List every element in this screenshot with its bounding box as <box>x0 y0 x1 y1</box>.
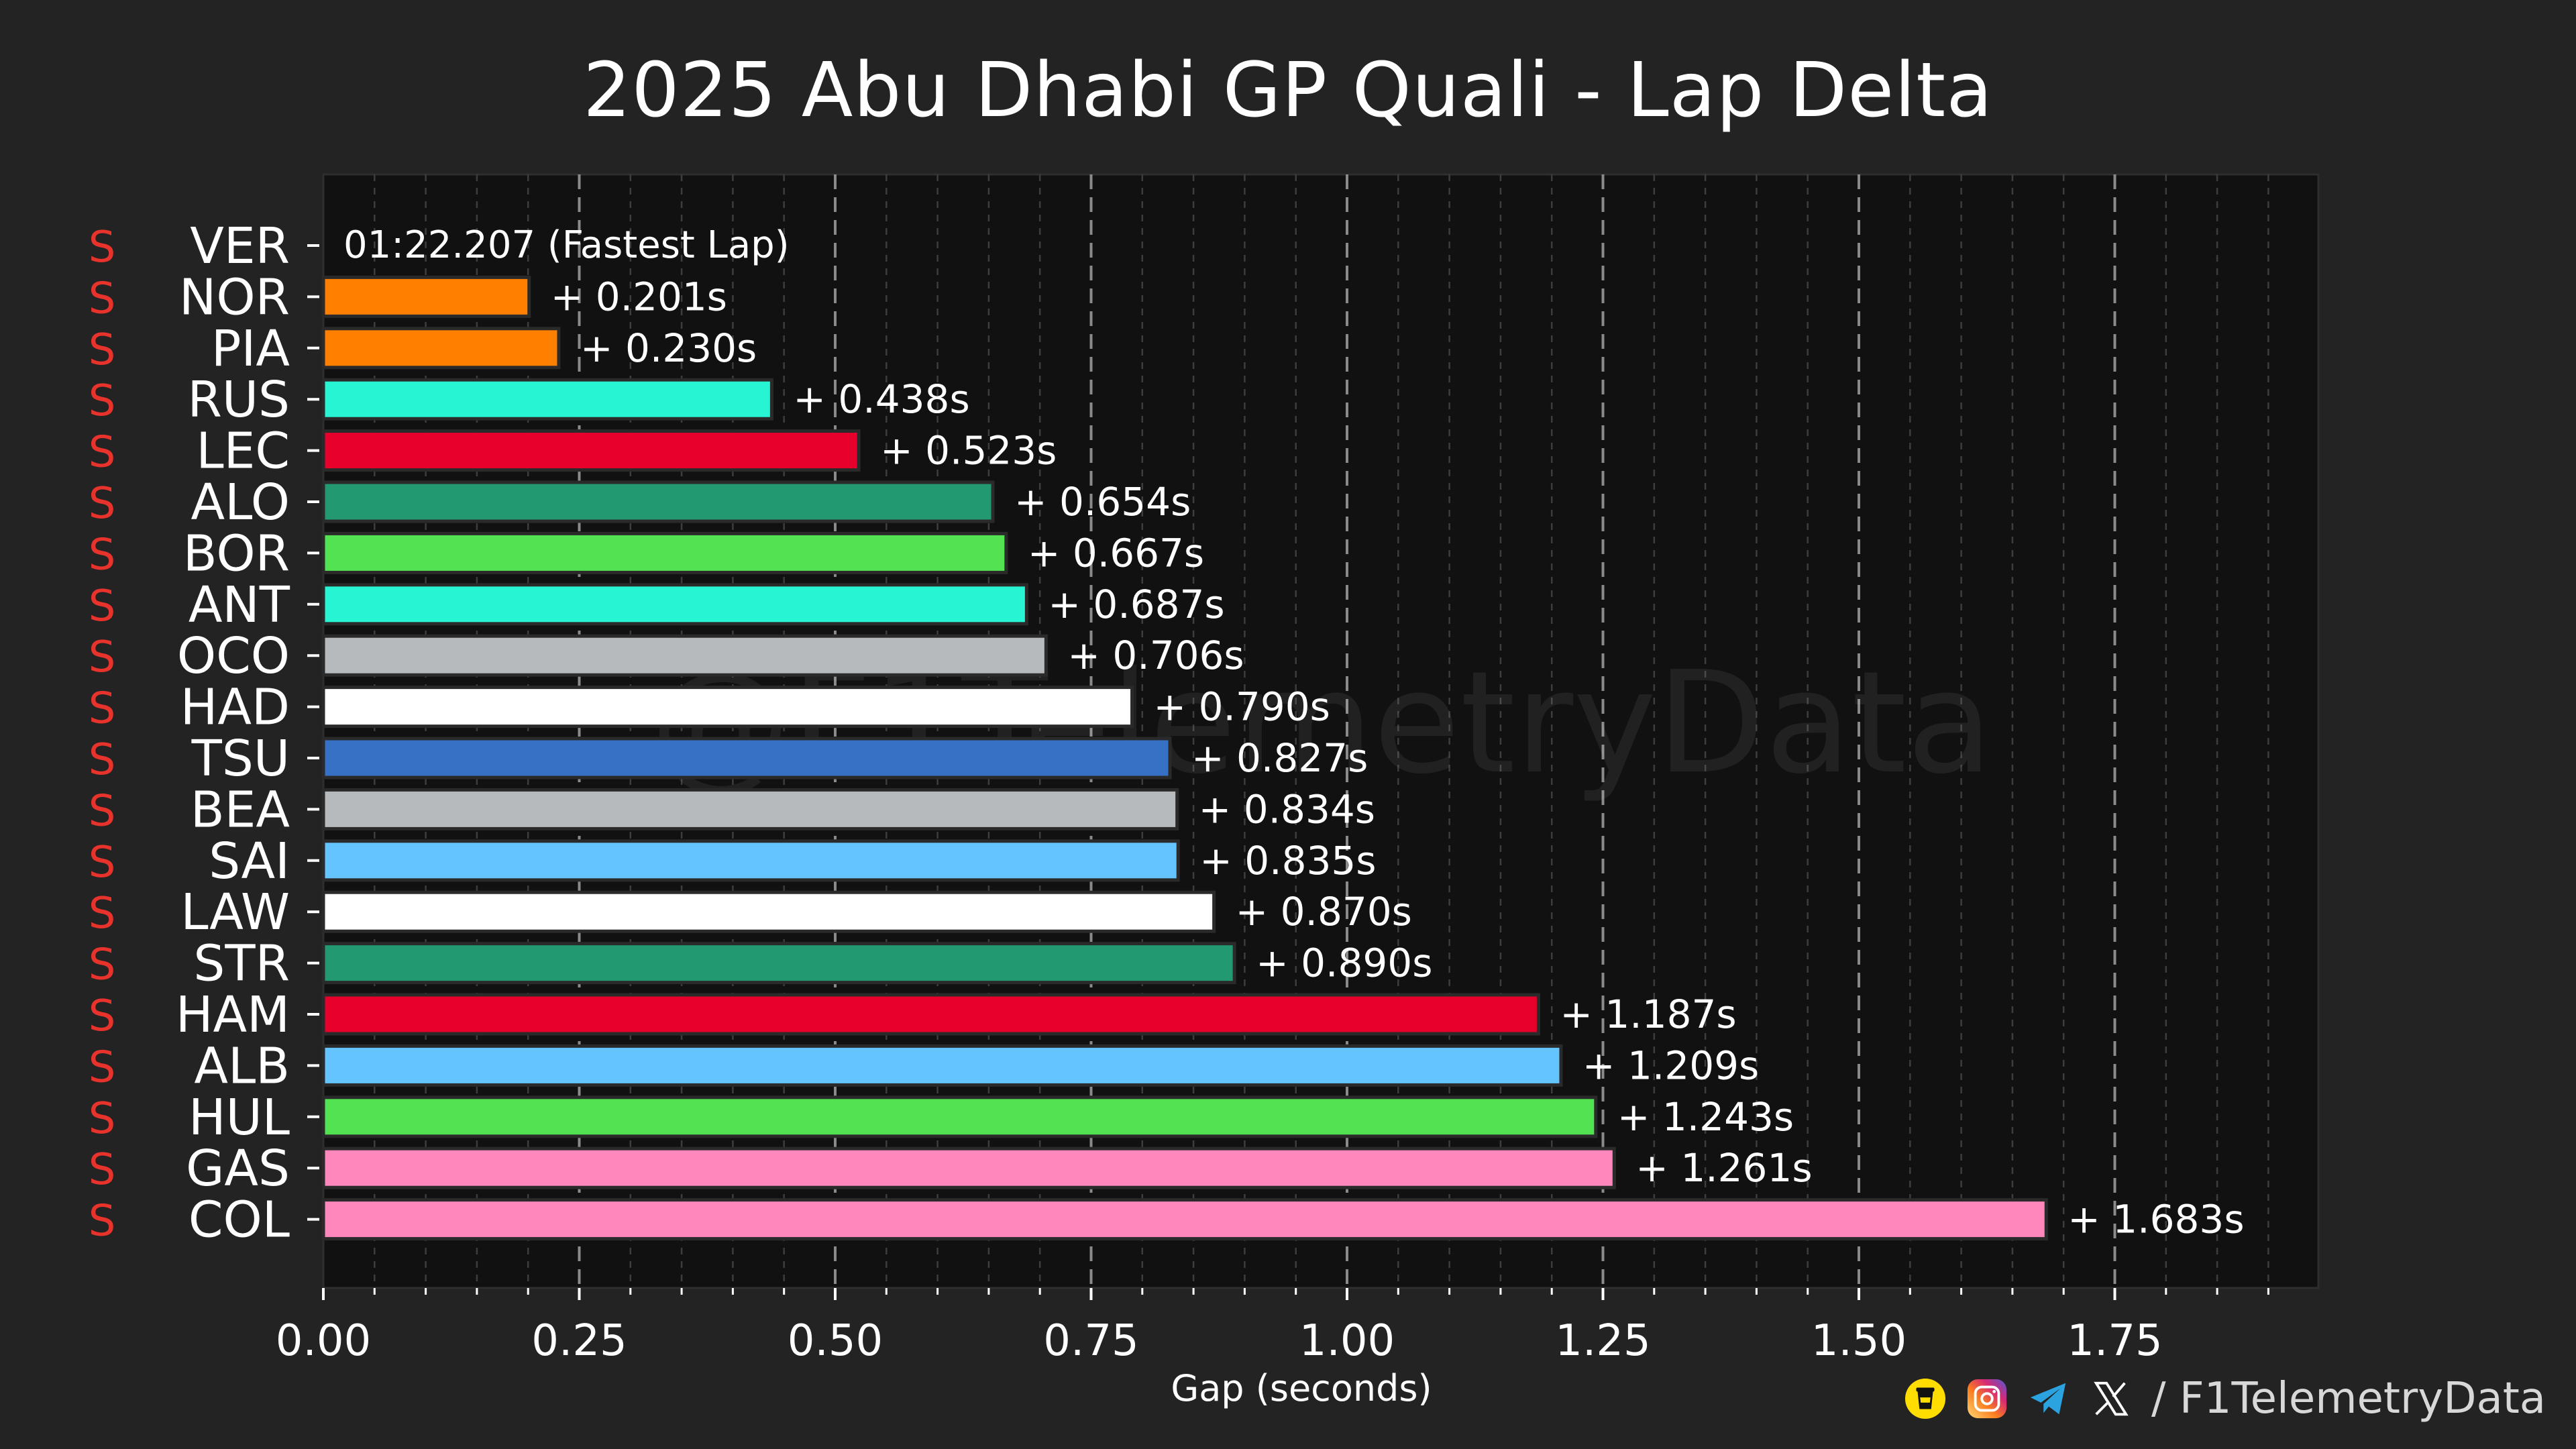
telegram-icon[interactable] <box>2028 1378 2070 1419</box>
x-tick-label: 1.00 <box>1299 1316 1395 1366</box>
driver-code-label: TSU <box>191 730 290 788</box>
x-tick-label: 0.50 <box>788 1316 883 1366</box>
tyre-compound-label: S <box>89 991 116 1041</box>
gap-data-label: + 0.230s <box>580 325 757 371</box>
driver-code-label: RUS <box>187 371 290 429</box>
driver-code-label: SAI <box>209 833 290 890</box>
bar-bea <box>321 788 1179 830</box>
tyre-compound-label: S <box>89 530 116 580</box>
bar-alo <box>321 480 995 523</box>
x-axis: 0.00 0.25 0.50 0.75 1.00 1.25 1.50 1.75 <box>276 1288 2269 1366</box>
gap-data-label: + 0.687s <box>1048 582 1224 627</box>
tyre-compound-label: S <box>89 479 116 529</box>
bar-col <box>321 1198 2048 1241</box>
bar-nor <box>321 275 531 318</box>
driver-code-label: ANT <box>189 576 290 634</box>
driver-code-label: ALO <box>191 474 290 531</box>
driver-code-label: BOR <box>183 525 290 582</box>
chart-title: 2025 Abu Dhabi GP Quali - Lap Delta <box>583 47 1993 134</box>
tyre-compound-label: S <box>89 786 116 836</box>
gap-data-label: + 0.835s <box>1199 838 1376 883</box>
tyre-compound-label: S <box>89 325 116 375</box>
driver-code-label: BEA <box>191 781 290 839</box>
x-logo-icon[interactable] <box>2090 1378 2131 1419</box>
x-tick-label: 0.25 <box>531 1316 627 1366</box>
bar-law <box>321 890 1216 933</box>
gap-data-label: + 1.243s <box>1617 1094 1794 1140</box>
gap-data-label: + 0.834s <box>1199 786 1375 832</box>
gap-data-label: + 0.706s <box>1067 633 1244 678</box>
driver-code-label: OCO <box>177 627 290 685</box>
bar-oco <box>321 634 1048 677</box>
bar-series <box>321 275 2048 1241</box>
x-tick-label: 0.75 <box>1043 1316 1139 1366</box>
driver-code-label: HAD <box>180 679 290 737</box>
fastest-lap-label: 01:22.207 (Fastest Lap) <box>343 223 790 267</box>
gap-data-label: + 0.870s <box>1236 889 1412 934</box>
bar-rus <box>321 378 773 421</box>
gap-data-label: + 0.523s <box>880 428 1057 474</box>
tyre-compound-label: S <box>89 428 116 478</box>
instagram-icon[interactable] <box>1966 1378 2008 1419</box>
gap-data-label: + 1.683s <box>2068 1197 2244 1242</box>
x-tick-label: 1.25 <box>1555 1316 1651 1366</box>
gap-data-label: + 1.209s <box>1582 1042 1759 1088</box>
driver-code-label: GAS <box>186 1140 290 1197</box>
driver-code-label: COL <box>189 1191 290 1249</box>
x-tick-label: 1.75 <box>2067 1316 2163 1366</box>
tyre-compound-label: S <box>89 633 116 682</box>
driver-code-label: ALB <box>194 1037 290 1095</box>
tyre-compound-label: S <box>89 889 116 938</box>
tyre-compound-label: S <box>89 838 116 888</box>
bar-ham <box>321 993 1540 1036</box>
bar-tsu <box>321 737 1172 780</box>
gap-data-label: + 0.890s <box>1256 941 1432 986</box>
driver-code-label: VER <box>190 217 290 275</box>
x-axis-label: Gap (seconds) <box>1171 1367 1432 1409</box>
tyre-compound-label: S <box>89 376 116 426</box>
coffee-cup-icon[interactable] <box>1904 1378 1946 1419</box>
bar-lec <box>321 429 861 472</box>
gap-data-label: + 0.654s <box>1014 479 1191 525</box>
bar-pia <box>321 327 561 370</box>
tyre-compound-label: S <box>89 1197 116 1246</box>
driver-code-label: PIA <box>211 320 290 378</box>
bar-bor <box>321 531 1008 574</box>
tyre-compound-label: S <box>89 1094 116 1144</box>
tyre-compound-label: S <box>89 1042 116 1092</box>
gap-data-label: + 1.261s <box>1635 1145 1812 1191</box>
bar-alb <box>321 1044 1563 1087</box>
bar-sai <box>321 839 1180 882</box>
tyre-compound-label: S <box>89 735 116 785</box>
social-footer: / F1TelemetryData <box>1904 1374 2546 1424</box>
x-tick-label: 1.50 <box>1811 1316 1907 1366</box>
tyre-compound-label: S <box>89 1145 116 1195</box>
driver-labels: S VER 01:22.207 (Fastest Lap) S NOR + 0.201s S… <box>89 217 2245 1249</box>
driver-code-label: NOR <box>179 268 290 326</box>
driver-code-label: LEC <box>196 423 290 480</box>
tyre-compound-label: S <box>89 582 116 631</box>
bar-hul <box>321 1095 1598 1138</box>
gap-data-label: + 1.187s <box>1560 991 1736 1037</box>
social-handle[interactable]: / F1TelemetryData <box>2151 1374 2546 1424</box>
tyre-compound-label: S <box>89 274 116 323</box>
bar-gas <box>321 1146 1616 1189</box>
gap-data-label: + 0.438s <box>793 376 969 422</box>
x-tick-label: 0.00 <box>276 1316 372 1366</box>
driver-code-label: LAW <box>180 883 290 941</box>
gap-data-label: + 0.201s <box>551 274 727 319</box>
tyre-compound-label: S <box>89 684 116 734</box>
driver-code-label: HUL <box>189 1089 290 1146</box>
gap-data-label: + 0.827s <box>1191 735 1368 781</box>
driver-code-label: STR <box>193 935 290 993</box>
driver-code-label: HAM <box>176 986 290 1044</box>
tyre-compound-label: S <box>89 941 116 990</box>
bar-had <box>321 686 1134 729</box>
gap-data-label: + 0.667s <box>1028 530 1204 576</box>
bar-str <box>321 942 1236 985</box>
bar-ant <box>321 583 1028 626</box>
gap-data-label: + 0.790s <box>1154 684 1330 730</box>
tyre-compound-label: S <box>89 223 116 272</box>
